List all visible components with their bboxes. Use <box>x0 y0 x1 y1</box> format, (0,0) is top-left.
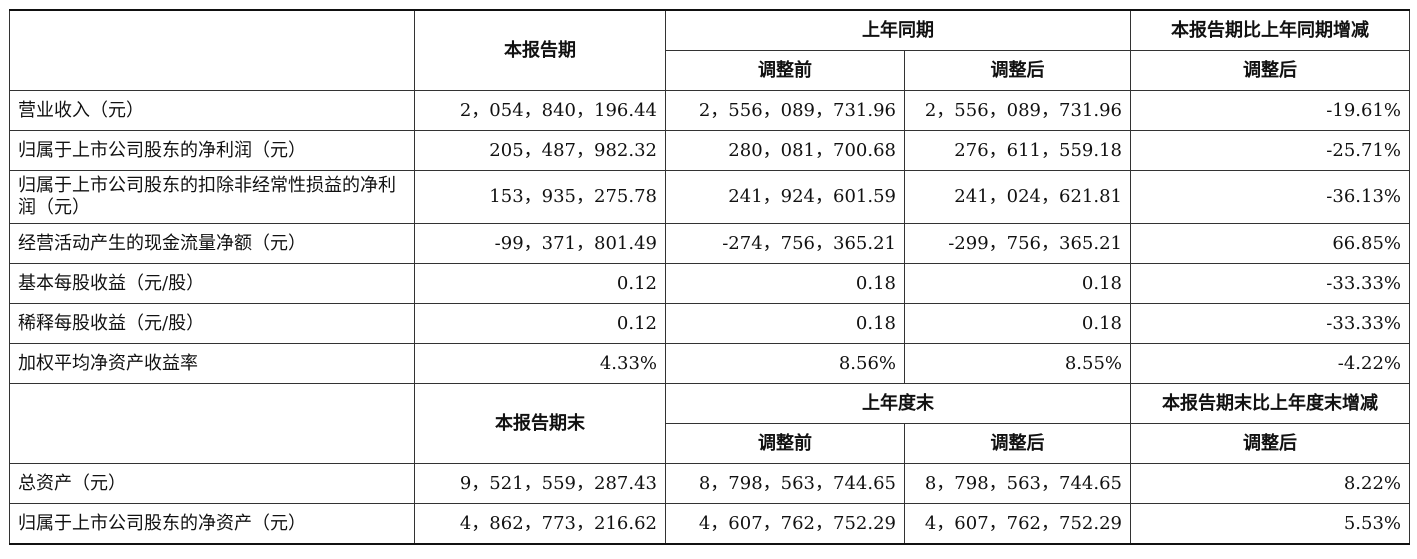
header-change-period-end: 本报告期末比上年度末增减 <box>1130 383 1410 424</box>
table-row: 稀释每股收益（元/股） 0.12 0.18 0.18 -33.33% <box>9 303 1410 344</box>
before-adjust-value: 8，798，563，744.65 <box>665 463 905 504</box>
header-before-adjust: 调整前 <box>665 50 905 91</box>
current-value: -99，371，801.49 <box>414 223 666 264</box>
current-value: 153，935，275.78 <box>414 170 666 224</box>
change-value: -19.61% <box>1130 90 1410 131</box>
change-value: 8.22% <box>1130 463 1410 504</box>
row-label: 归属于上市公司股东的净资产（元） <box>9 503 415 545</box>
header-prior-year-end: 上年度末 <box>665 383 1131 424</box>
header-blank-cell <box>9 383 415 464</box>
row-label: 总资产（元） <box>9 463 415 504</box>
header-after-adjust: 调整后 <box>904 50 1131 91</box>
after-adjust-value: 2，556，089，731.96 <box>904 90 1131 131</box>
table-row: 基本每股收益（元/股） 0.12 0.18 0.18 -33.33% <box>9 263 1410 304</box>
before-adjust-value: 8.56% <box>665 343 905 384</box>
before-adjust-value: -274，756，365.21 <box>665 223 905 264</box>
after-adjust-value: 0.18 <box>904 263 1131 304</box>
table-row: 归属于上市公司股东的净资产（元） 4，862，773，216.62 4，607，… <box>9 503 1410 545</box>
current-value: 205，487，982.32 <box>414 130 666 171</box>
header-change-adjusted: 调整后 <box>1130 423 1410 464</box>
row-label: 归属于上市公司股东的净利润（元） <box>9 130 415 171</box>
change-value: -25.71% <box>1130 130 1410 171</box>
change-value: -4.22% <box>1130 343 1410 384</box>
current-value: 2，054，840，196.44 <box>414 90 666 131</box>
header-prior-period: 上年同期 <box>665 9 1131 51</box>
after-adjust-value: 276，611，559.18 <box>904 130 1131 171</box>
header-current-period-end: 本报告期末 <box>414 383 666 464</box>
change-value: -36.13% <box>1130 170 1410 224</box>
header-current-period: 本报告期 <box>414 9 666 91</box>
after-adjust-value: -299，756，365.21 <box>904 223 1131 264</box>
change-value: 66.85% <box>1130 223 1410 264</box>
current-value: 0.12 <box>414 303 666 344</box>
table-row: 归属于上市公司股东的净利润（元） 205，487，982.32 280，081，… <box>9 130 1410 171</box>
header-after-adjust: 调整后 <box>904 423 1131 464</box>
table-row: 总资产（元） 9，521，559，287.43 8，798，563，744.65… <box>9 463 1410 504</box>
before-adjust-value: 0.18 <box>665 303 905 344</box>
table-row: 营业收入（元） 2，054，840，196.44 2，556，089，731.9… <box>9 90 1410 131</box>
change-value: -33.33% <box>1130 303 1410 344</box>
before-adjust-value: 280，081，700.68 <box>665 130 905 171</box>
before-adjust-value: 2，556，089，731.96 <box>665 90 905 131</box>
row-label: 基本每股收益（元/股） <box>9 263 415 304</box>
header-change: 本报告期比上年同期增减 <box>1130 9 1410 51</box>
change-value: 5.53% <box>1130 503 1410 545</box>
row-label: 营业收入（元） <box>9 90 415 131</box>
header-change-adjusted: 调整后 <box>1130 50 1410 91</box>
row-label: 稀释每股收益（元/股） <box>9 303 415 344</box>
change-value: -33.33% <box>1130 263 1410 304</box>
current-value: 9，521，559，287.43 <box>414 463 666 504</box>
before-adjust-value: 0.18 <box>665 263 905 304</box>
header-before-adjust: 调整前 <box>665 423 905 464</box>
financial-summary-table: 本报告期 上年同期 本报告期比上年同期增减 调整前 调整后 调整后 营业收入（元… <box>9 9 1410 545</box>
after-adjust-value: 8.55% <box>904 343 1131 384</box>
row-label: 经营活动产生的现金流量净额（元） <box>9 223 415 264</box>
after-adjust-value: 241，024，621.81 <box>904 170 1131 224</box>
after-adjust-value: 4，607，762，752.29 <box>904 503 1131 545</box>
current-value: 0.12 <box>414 263 666 304</box>
table-row: 经营活动产生的现金流量净额（元） -99，371，801.49 -274，756… <box>9 223 1410 264</box>
table-row: 加权平均净资产收益率 4.33% 8.56% 8.55% -4.22% <box>9 343 1410 384</box>
after-adjust-value: 8，798，563，744.65 <box>904 463 1131 504</box>
table-row: 归属于上市公司股东的扣除非经常性损益的净利润（元） 153，935，275.78… <box>9 170 1410 224</box>
after-adjust-value: 0.18 <box>904 303 1131 344</box>
before-adjust-value: 4，607，762，752.29 <box>665 503 905 545</box>
current-value: 4.33% <box>414 343 666 384</box>
row-label: 归属于上市公司股东的扣除非经常性损益的净利润（元） <box>9 170 415 224</box>
current-value: 4，862，773，216.62 <box>414 503 666 545</box>
header-blank-cell <box>9 9 415 91</box>
row-label: 加权平均净资产收益率 <box>9 343 415 384</box>
before-adjust-value: 241，924，601.59 <box>665 170 905 224</box>
